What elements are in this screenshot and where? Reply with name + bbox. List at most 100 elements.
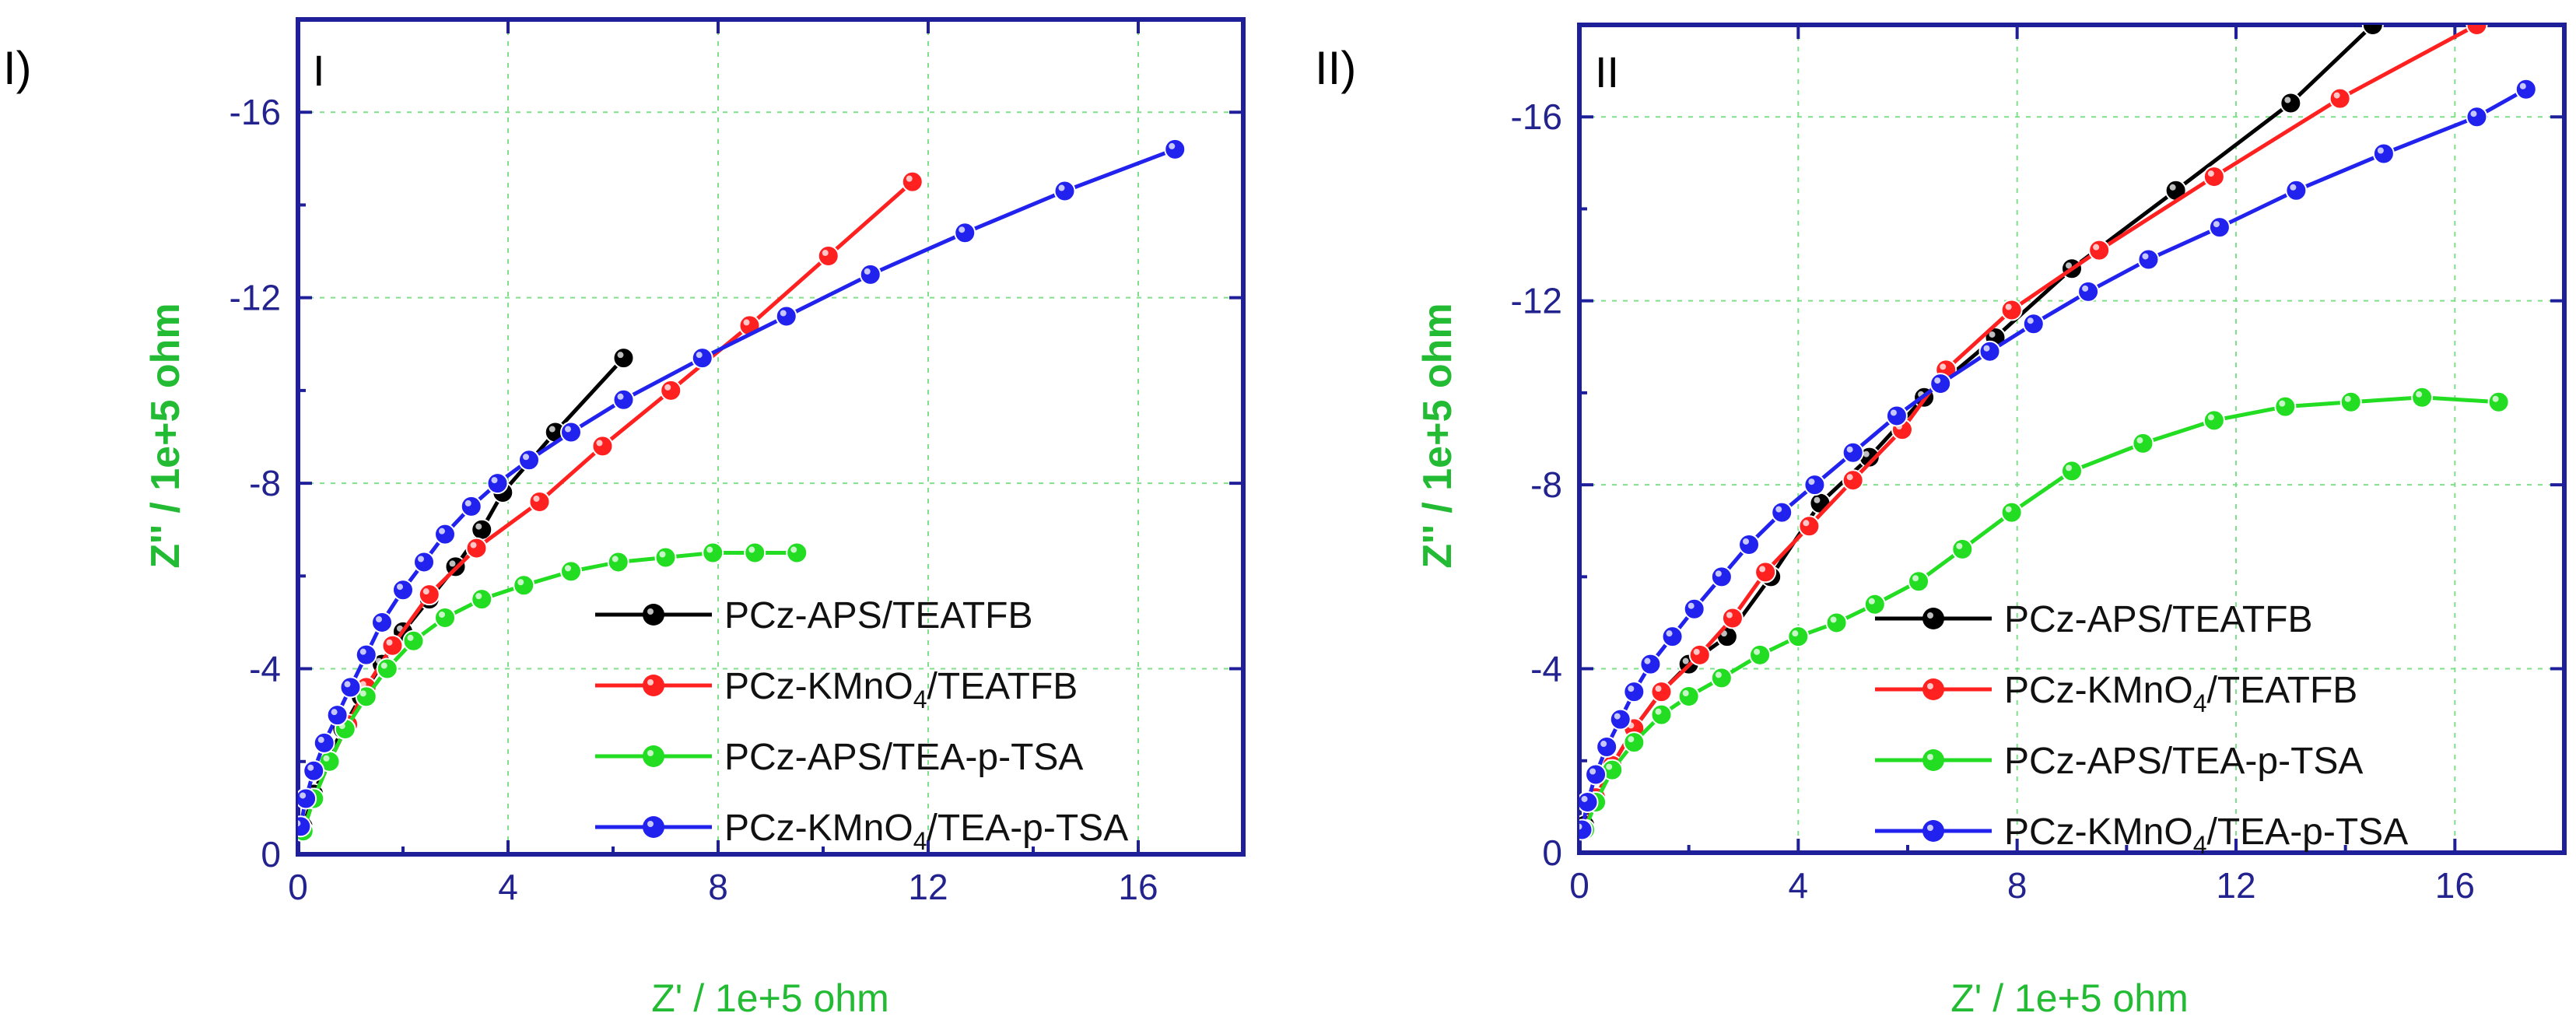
series-3-point — [2077, 280, 2100, 303]
marker-highlight — [2005, 506, 2012, 513]
marker-highlight — [470, 542, 477, 549]
series-0-point — [2361, 25, 2384, 36]
y-tick-label: -12 — [230, 278, 281, 318]
series-1-point — [1754, 561, 1777, 584]
y-tick-label: -8 — [249, 463, 281, 503]
legend: PCz-APS/TEATFB PCz-KMnO4/TEATFB PCz-APS/TE… — [1875, 599, 2408, 859]
series-2-point — [1749, 643, 1772, 666]
marker-highlight — [2284, 96, 2291, 103]
series-3-point — [2372, 142, 2395, 165]
chart-panel-1: 0 4 8 12 16 0 -4 -8 -12 -16 I Z' / 1e+5 ohm Z'' / 1e… — [143, 17, 1246, 1020]
series-1-point — [1721, 607, 1744, 629]
series-2-point — [744, 542, 766, 564]
marker-highlight — [1846, 474, 1853, 481]
series-2-point — [434, 606, 456, 629]
marker-highlight — [1983, 345, 1990, 352]
series-2-point — [560, 560, 582, 583]
marker-highlight — [706, 546, 713, 553]
marker-highlight — [2093, 244, 2100, 251]
series-3-point — [2137, 248, 2160, 271]
marker-highlight — [2066, 262, 2072, 269]
series-3-point — [1683, 598, 1705, 620]
legend-label-1: PCz-KMnO4/TEATFB — [2004, 670, 2357, 717]
marker-highlight — [298, 820, 301, 827]
marker-highlight — [1830, 616, 1837, 623]
marker-highlight — [1934, 377, 1941, 384]
x-tick-label: 8 — [708, 867, 728, 907]
marker-highlight — [1682, 657, 1689, 664]
series-3-point — [1978, 340, 2001, 363]
marker-highlight — [1655, 685, 1662, 692]
series-1-point — [660, 379, 682, 401]
marker-highlight — [2377, 147, 2384, 154]
legend-marker-highlight — [1927, 825, 1933, 831]
marker-highlight — [323, 755, 330, 762]
marker-highlight — [1715, 570, 1722, 577]
legend-marker-highlight — [1927, 612, 1933, 619]
series-3-point — [371, 611, 393, 633]
marker-highlight — [1726, 612, 1733, 619]
series-2-point — [2339, 391, 2362, 413]
x-axis-title: Z' / 1e+5 ohm — [1950, 976, 2189, 1020]
y-tick-label: -16 — [230, 92, 281, 132]
marker-highlight — [2082, 285, 2089, 292]
marker-highlight — [1814, 496, 1821, 503]
marker-highlight — [1863, 450, 1870, 457]
series-3-point — [1579, 818, 1593, 841]
series-3-point — [339, 676, 362, 699]
series-3-point — [1661, 626, 1684, 648]
marker-highlight — [376, 615, 382, 622]
series-2-point — [2487, 391, 2510, 413]
marker-highlight — [696, 352, 703, 359]
series-2-point — [2132, 432, 2154, 454]
marker-highlight — [1628, 736, 1635, 743]
marker-highlight — [1846, 446, 1853, 453]
marker-highlight — [1912, 575, 1919, 582]
marker-highlight — [464, 499, 471, 506]
series-2-point — [654, 546, 677, 569]
marker-highlight — [397, 584, 403, 591]
y-tick-label: 0 — [1542, 832, 1562, 873]
series-1-point — [1798, 515, 1821, 538]
legend-label-1: PCz-KMnO4/TEATFB — [724, 666, 1078, 713]
series-2-point — [2274, 395, 2297, 418]
series-1-point — [418, 584, 440, 606]
series-2-point — [1677, 685, 1700, 708]
marker-highlight — [2207, 414, 2214, 421]
series-3-point — [954, 222, 976, 244]
marker-highlight — [790, 546, 797, 553]
series-3-point — [1053, 180, 1076, 202]
series-1-point — [381, 634, 404, 657]
series-3-point — [2285, 179, 2308, 202]
marker-highlight — [2492, 395, 2499, 402]
series-1-point — [817, 245, 839, 268]
marker-highlight — [344, 681, 351, 688]
marker-highlight — [1693, 648, 1700, 655]
series-2-point — [2061, 460, 2083, 482]
marker-highlight — [596, 440, 603, 447]
series-2-point — [786, 542, 808, 564]
series-2-point — [607, 551, 629, 573]
marker-highlight — [418, 556, 424, 563]
plot-area — [1579, 25, 2537, 841]
series-3-point — [560, 421, 582, 443]
plot-frame — [1577, 23, 2567, 855]
marker-highlight — [780, 310, 787, 317]
series-2-point — [1650, 703, 1673, 726]
series-3-point — [1771, 501, 1793, 524]
panel-label-2: II) — [1315, 42, 1356, 94]
marker-highlight — [359, 690, 366, 697]
series-3-point — [775, 305, 797, 328]
marker-highlight — [307, 764, 314, 771]
marker-highlight — [359, 681, 366, 688]
plot-frame — [296, 17, 1246, 857]
marker-highlight — [1808, 478, 1815, 485]
marker-highlight — [2344, 395, 2351, 402]
x-tick-label: 4 — [1789, 865, 1809, 906]
legend-marker-0 — [643, 604, 664, 626]
x-tick-label: 4 — [498, 867, 518, 907]
series-2-point — [1623, 731, 1645, 754]
marker-highlight — [743, 319, 750, 326]
series-2-point — [1908, 570, 1930, 593]
marker-highlight — [380, 662, 387, 669]
